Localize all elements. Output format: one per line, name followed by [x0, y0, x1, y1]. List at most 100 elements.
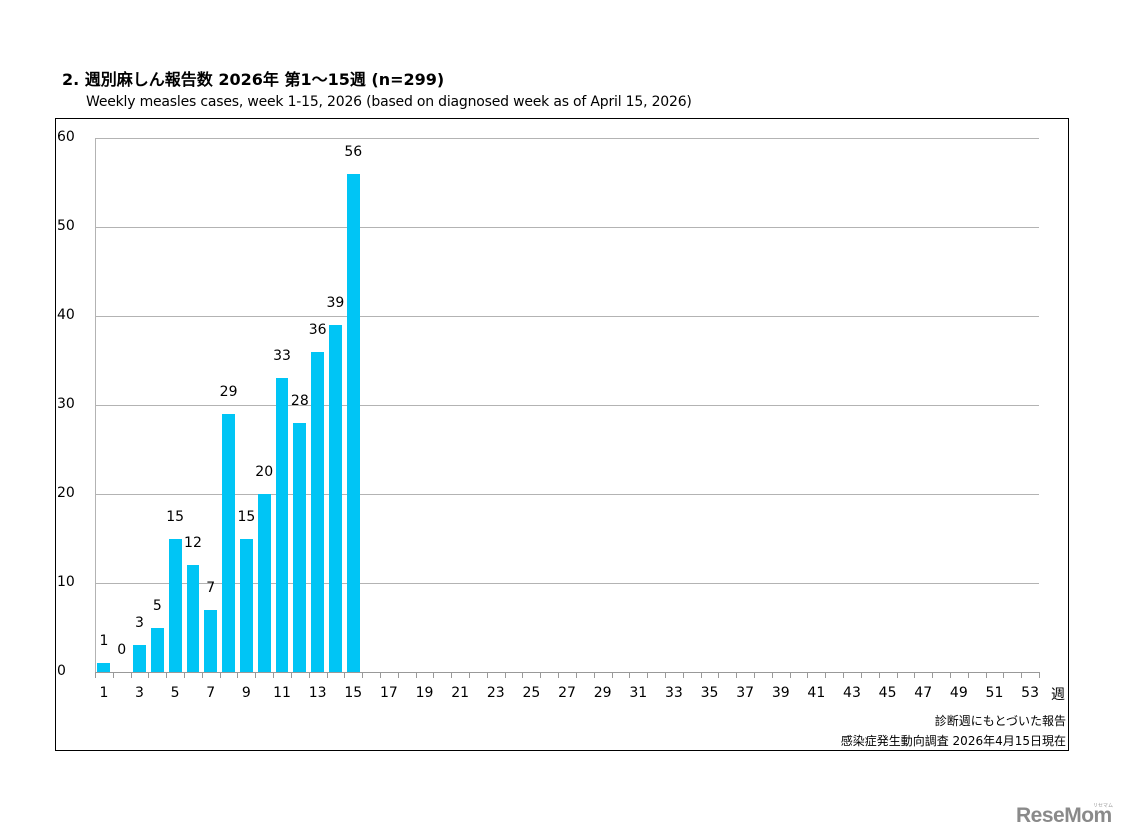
x-tick-mark [308, 672, 310, 678]
x-tick-mark [878, 672, 880, 678]
bar-week-6 [186, 565, 200, 672]
x-tick-label: 37 [736, 685, 755, 701]
x-tick-mark [237, 672, 239, 678]
bar-week-14 [329, 324, 342, 672]
bar-week-13 [311, 351, 325, 672]
x-tick-mark [558, 672, 560, 678]
x-tick-mark [344, 672, 346, 678]
resemom-logo-subtext: リセマム [1093, 803, 1114, 809]
x-tick-mark [985, 672, 987, 678]
x-tick-mark [736, 672, 738, 678]
x-tick-mark [255, 672, 257, 678]
x-tick-mark [504, 672, 506, 678]
x-tick-label: 11 [273, 685, 291, 701]
x-tick-label: 21 [451, 685, 470, 701]
x-tick-mark [967, 672, 969, 678]
x-tick-mark [469, 672, 471, 678]
x-tick-label: 5 [170, 685, 180, 701]
x-tick-mark [433, 672, 435, 678]
x-tick-mark [754, 672, 756, 678]
x-tick-mark [540, 672, 542, 678]
x-tick-label: 27 [558, 685, 576, 701]
x-tick-mark [451, 672, 453, 678]
chart-title: 2. 週別麻しん報告数 2026年 第1～15週 (n=299) [62, 70, 445, 89]
gridline [95, 494, 1039, 495]
x-tick-mark [148, 672, 150, 678]
bar-week-3 [133, 645, 146, 672]
bar-week-10 [257, 494, 271, 672]
x-tick-label: 3 [135, 685, 144, 701]
x-tick-mark [112, 672, 114, 678]
bar-value-label: 29 [219, 383, 238, 400]
x-tick-mark [379, 672, 381, 678]
bar-value-label: 36 [308, 321, 327, 338]
x-tick-mark [290, 672, 292, 678]
bar-value-label: 0 [117, 642, 127, 658]
x-tick-mark [593, 672, 595, 678]
x-tick-mark [95, 672, 96, 678]
gridline [95, 227, 1039, 228]
y-tick-label: 30 [57, 396, 75, 412]
x-tick-label: 33 [664, 685, 683, 701]
bar-value-label: 1 [99, 633, 109, 650]
bar-value-label: 3 [135, 615, 144, 632]
chart-subtitle: Weekly measles cases, week 1-15, 2026 (b… [86, 94, 692, 110]
x-tick-mark [166, 672, 168, 678]
x-tick-label: 19 [415, 685, 434, 701]
bar-value-label: 39 [326, 294, 345, 311]
x-tick-mark [273, 672, 275, 678]
x-tick-label: 51 [985, 685, 1004, 701]
x-tick-mark [807, 672, 809, 678]
gridline [95, 405, 1039, 406]
x-tick-label: 17 [379, 685, 398, 701]
x-tick-mark [522, 672, 524, 678]
bar-value-label: 15 [237, 508, 256, 525]
x-tick-mark [718, 672, 720, 678]
gridline [95, 583, 1039, 584]
x-tick-label: 9 [241, 685, 251, 701]
footnote-source: 感染症発生動向調査 2026年4月15日現在 [840, 734, 1066, 748]
x-tick-mark [130, 672, 132, 678]
x-tick-mark [789, 672, 791, 678]
bar-value-label: 56 [344, 143, 363, 160]
gridline [95, 316, 1039, 317]
x-tick-mark [486, 672, 488, 678]
bar-value-label: 28 [290, 392, 309, 409]
bar-week-15 [346, 173, 360, 672]
x-tick-mark [932, 672, 934, 678]
footnote-diagnosed-week: 診断週にもとづいた報告 [934, 714, 1066, 728]
gridline [95, 138, 1039, 139]
y-tick-label: 20 [57, 485, 75, 501]
bar-week-7 [204, 609, 218, 672]
x-tick-mark [914, 672, 916, 678]
x-tick-label: 45 [878, 685, 897, 701]
y-tick-label: 40 [57, 307, 75, 323]
x-tick-mark [397, 672, 399, 678]
x-tick-mark [184, 672, 186, 678]
x-tick-label: 1 [99, 685, 109, 701]
x-tick-mark [949, 672, 951, 678]
x-tick-label: 35 [700, 685, 719, 701]
bar-week-1 [97, 663, 111, 672]
x-tick-label: 13 [308, 685, 327, 701]
x-axis-line [95, 672, 1039, 673]
x-tick-mark [682, 672, 684, 678]
chart-frame [55, 118, 1069, 751]
y-tick-label: 50 [57, 218, 75, 234]
x-tick-mark [843, 672, 845, 678]
x-axis-unit: 週 [1051, 687, 1065, 703]
x-tick-label: 25 [522, 685, 541, 701]
x-tick-mark [362, 672, 364, 678]
bar-week-4 [150, 627, 164, 672]
bar-value-label: 5 [152, 597, 162, 614]
x-tick-label: 43 [843, 685, 861, 701]
x-tick-mark [575, 672, 577, 678]
x-tick-label: 7 [206, 685, 216, 701]
y-tick-label: 10 [57, 574, 75, 590]
x-tick-mark [896, 672, 898, 678]
x-tick-mark [611, 672, 613, 678]
x-tick-mark [415, 672, 417, 678]
x-tick-mark [700, 672, 702, 678]
x-tick-mark [201, 672, 203, 678]
bar-value-label: 15 [166, 508, 185, 525]
